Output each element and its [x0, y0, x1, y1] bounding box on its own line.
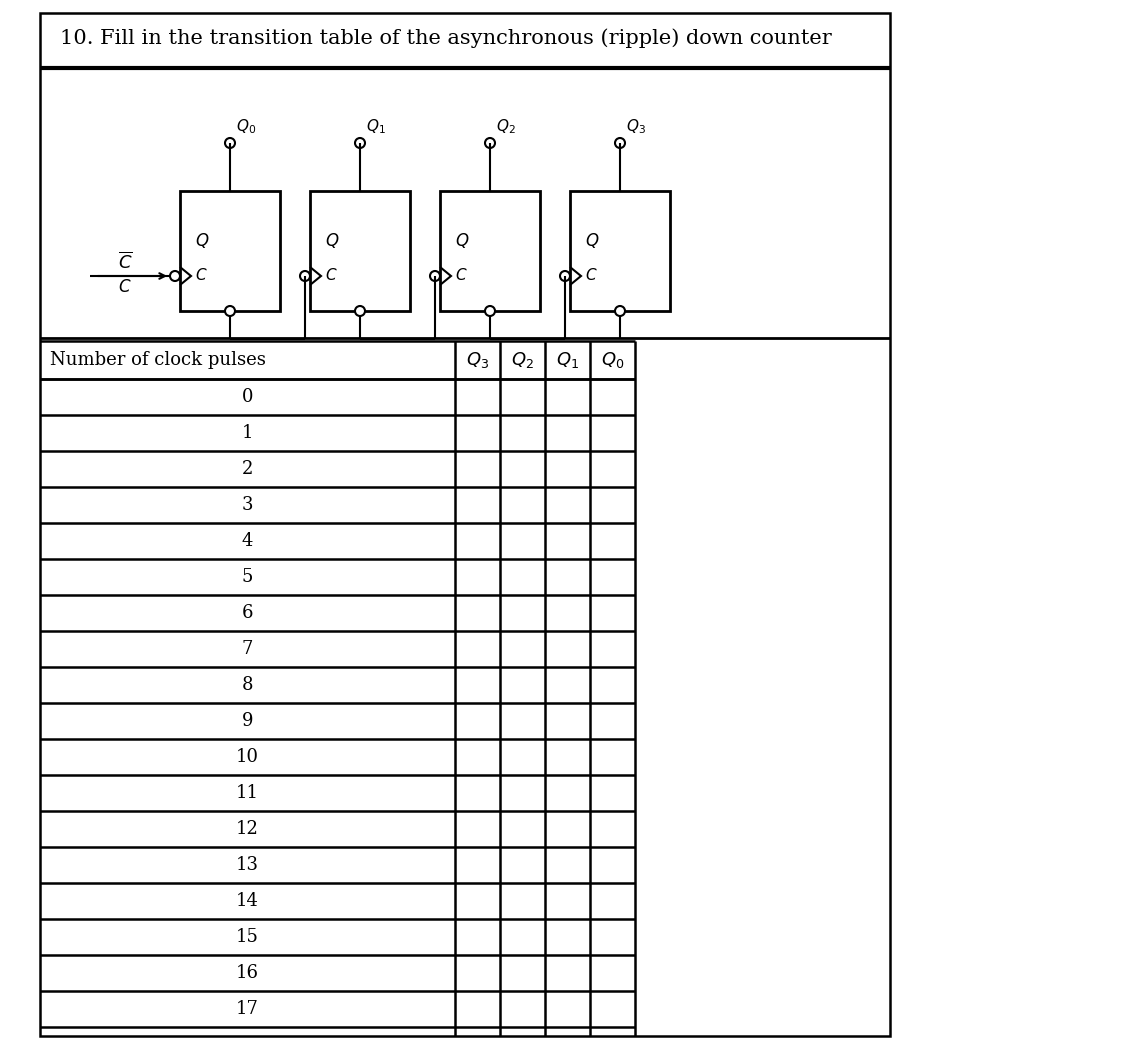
Circle shape	[485, 138, 495, 148]
Text: $C$: $C$	[195, 267, 208, 283]
Text: 3: 3	[242, 496, 253, 514]
Text: $Q$: $Q$	[195, 231, 209, 250]
Text: 5: 5	[242, 568, 253, 586]
Text: $C$: $C$	[118, 279, 132, 296]
Text: 10: 10	[236, 748, 259, 766]
Text: $Q_0$: $Q_0$	[601, 350, 624, 370]
Text: 14: 14	[236, 892, 259, 910]
Circle shape	[560, 271, 570, 281]
Text: 2: 2	[242, 460, 253, 478]
Text: 16: 16	[236, 964, 259, 982]
Text: 12: 12	[236, 820, 259, 838]
Text: $Q_{3}$: $Q_{3}$	[626, 118, 646, 136]
Text: Number of clock pulses: Number of clock pulses	[50, 351, 266, 369]
Circle shape	[356, 306, 364, 316]
Text: $\overline{C}$: $\overline{C}$	[118, 251, 133, 272]
Circle shape	[225, 306, 235, 316]
Text: $Q$: $Q$	[325, 231, 340, 250]
Text: $C$: $C$	[325, 267, 338, 283]
Text: 6: 6	[242, 604, 253, 622]
Circle shape	[170, 271, 180, 281]
Text: $C$: $C$	[585, 267, 597, 283]
Bar	[440, 191, 540, 311]
Text: 1: 1	[242, 424, 253, 442]
Text: $Q_2$: $Q_2$	[511, 350, 534, 370]
Circle shape	[300, 271, 310, 281]
Text: 4: 4	[242, 532, 253, 550]
Circle shape	[356, 138, 364, 148]
Circle shape	[485, 306, 495, 316]
Text: $Q_{0}$: $Q_{0}$	[236, 118, 256, 136]
Bar	[40, 13, 890, 1036]
Text: 15: 15	[236, 928, 259, 946]
Text: 17: 17	[236, 1000, 259, 1018]
Circle shape	[615, 138, 626, 148]
Text: $Q$: $Q$	[455, 231, 469, 250]
Text: $Q_{1}$: $Q_{1}$	[366, 118, 386, 136]
Bar	[180, 191, 280, 311]
Text: $Q_1$: $Q_1$	[556, 350, 579, 370]
Bar	[310, 191, 409, 311]
Text: 0: 0	[242, 388, 253, 406]
Text: $Q$: $Q$	[585, 231, 600, 250]
Text: 8: 8	[242, 676, 253, 694]
Text: 7: 7	[242, 640, 253, 658]
Text: $Q_3$: $Q_3$	[466, 350, 489, 370]
Text: 9: 9	[242, 712, 253, 730]
Text: $C$: $C$	[455, 267, 468, 283]
Text: $Q_{2}$: $Q_{2}$	[496, 118, 515, 136]
Text: 10. Fill in the transition table of the asynchronous (ripple) down counter: 10. Fill in the transition table of the …	[60, 28, 831, 47]
Circle shape	[225, 138, 235, 148]
Circle shape	[615, 306, 626, 316]
Circle shape	[430, 271, 440, 281]
Text: 11: 11	[236, 784, 259, 802]
Bar	[570, 191, 670, 311]
Text: 13: 13	[236, 856, 259, 874]
